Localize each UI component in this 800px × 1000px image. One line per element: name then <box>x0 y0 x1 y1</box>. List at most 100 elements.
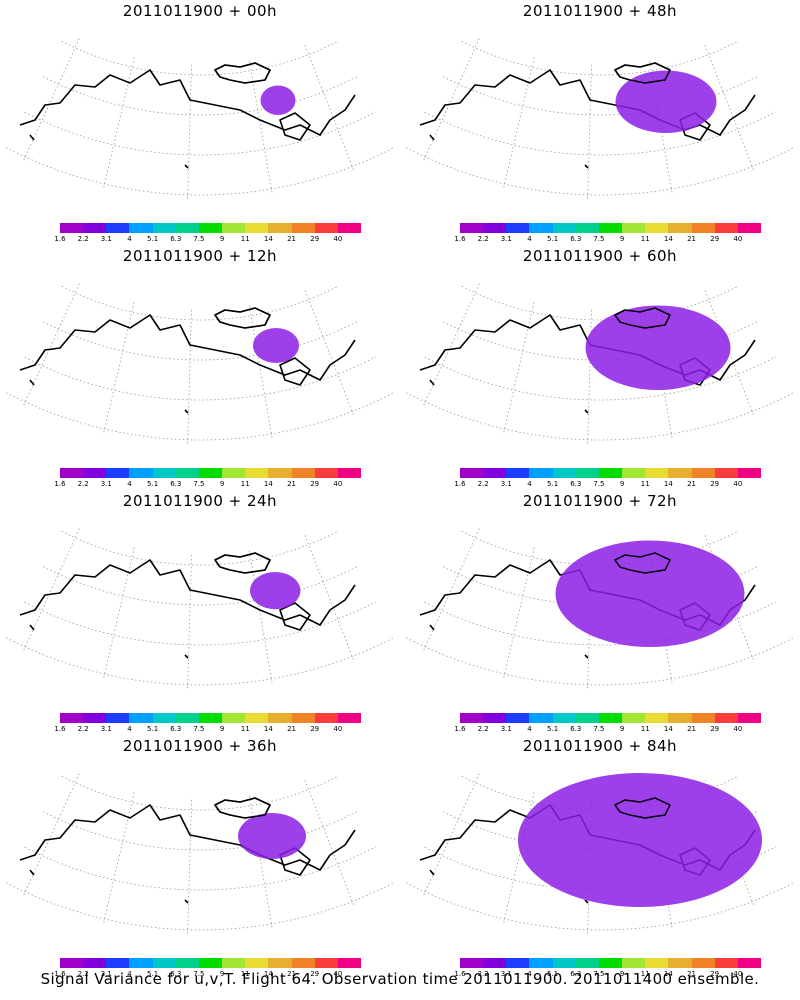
colorbar-swatch <box>60 223 84 233</box>
colorbar-swatch <box>668 958 692 968</box>
colorbar-label: 6.3 <box>570 480 582 488</box>
colorbar-swatch <box>460 713 484 723</box>
colorbar-swatch <box>598 468 623 478</box>
colorbar-label: 2.2 <box>77 480 89 488</box>
colorbar-swatch <box>529 713 553 723</box>
colorbar-label: 2.2 <box>477 480 489 488</box>
coastline-overlay <box>613 307 671 329</box>
colorbar-swatch <box>622 713 646 723</box>
colorbar-swatch <box>337 958 362 968</box>
colorbar-label: 9 <box>619 970 625 978</box>
figure-caption: Signal Variance for u,v,T. Flight 64. Ob… <box>40 970 760 988</box>
colorbar-swatch <box>314 713 338 723</box>
colorbar-label: 5.1 <box>547 480 559 488</box>
panel-title: 2011011900 + 36h <box>122 737 278 755</box>
colorbar-swatch <box>668 223 692 233</box>
colorbar-label: 11 <box>240 235 250 243</box>
forecast-panel: 2011011900 + 84h 1.6 2.2 3.1 4 5.1 6.3 7.5 9 11 14… <box>400 735 800 980</box>
colorbar <box>60 223 362 233</box>
colorbar-label: 40 <box>333 970 343 978</box>
colorbar-label: 9 <box>619 480 625 488</box>
forecast-panel: 2011011900 + 24h 1.6 2.2 3.1 4 5.1 6.3 7.5 9 11 14… <box>0 490 400 735</box>
colorbar-swatch <box>245 468 269 478</box>
panel-title: 2011011900 + 00h <box>122 2 278 20</box>
colorbar-swatch <box>314 223 338 233</box>
colorbar-label: 1.6 <box>54 970 66 978</box>
colorbar-label: 29 <box>710 235 720 243</box>
map-plot <box>406 38 795 200</box>
colorbar-swatch <box>60 958 84 968</box>
panel-title: 2011011900 + 48h <box>522 2 678 20</box>
colorbar-label: 14 <box>263 480 273 488</box>
colorbar-label: 21 <box>287 970 296 978</box>
colorbar <box>60 713 362 723</box>
colorbar-swatch <box>691 713 715 723</box>
colorbar-swatch <box>337 468 362 478</box>
graticule <box>6 528 395 690</box>
colorbar-swatch <box>460 223 484 233</box>
colorbar-label: 29 <box>710 970 720 978</box>
colorbar-swatch <box>622 958 646 968</box>
colorbar-label: 5.1 <box>147 725 159 733</box>
colorbar-label: 14 <box>663 480 673 488</box>
colorbar-swatch <box>552 223 576 233</box>
colorbar-label: 21 <box>687 480 696 488</box>
colorbar-swatch <box>198 713 223 723</box>
colorbar-label: 40 <box>333 480 343 488</box>
colorbar-label: 7.5 <box>593 725 605 733</box>
forecast-panel: 2011011900 + 48h 1.6 2.2 3.1 4 5.1 6.3 7.5 9 11 14… <box>400 0 800 245</box>
colorbar-swatch <box>552 958 576 968</box>
colorbar-label: 29 <box>710 480 720 488</box>
colorbar-swatch <box>691 468 715 478</box>
colorbar-label: 3.1 <box>100 725 112 733</box>
colorbar-label: 11 <box>240 970 250 978</box>
colorbar-labels: 1.6 2.2 3.1 4 5.1 6.3 7.5 9 11 14 21 29 40 <box>54 480 361 490</box>
colorbar-swatch <box>222 713 246 723</box>
colorbar-label: 40 <box>333 235 343 243</box>
coastline-overlay <box>213 552 271 574</box>
colorbar-swatch <box>83 468 107 478</box>
colorbar-label: 2.2 <box>477 235 489 243</box>
colorbar-swatch <box>506 468 530 478</box>
colorbar-swatch <box>737 958 762 968</box>
panel-title: 2011011900 + 72h <box>522 492 678 510</box>
colorbar-swatch <box>268 958 292 968</box>
colorbar-swatch <box>198 958 223 968</box>
colorbar-label: 4 <box>527 970 532 978</box>
colorbar-label: 21 <box>287 235 296 243</box>
colorbar-label: 21 <box>287 480 296 488</box>
colorbar-label: 1.6 <box>54 725 66 733</box>
colorbar-label: 9 <box>619 725 625 733</box>
colorbar-label: 29 <box>310 725 320 733</box>
colorbar-swatch <box>129 958 153 968</box>
colorbar-label: 4 <box>527 480 532 488</box>
colorbar-swatch <box>60 713 84 723</box>
colorbar-swatch <box>691 958 715 968</box>
colorbar-labels: 1.6 2.2 3.1 4 5.1 6.3 7.5 9 11 14 21 29 40 <box>454 725 761 735</box>
colorbar-label: 14 <box>663 970 673 978</box>
colorbar-swatch <box>575 223 599 233</box>
colorbar <box>60 958 362 968</box>
colorbar-label: 40 <box>733 480 743 488</box>
colorbar-label: 1.6 <box>454 235 466 243</box>
colorbar-labels: 1.6 2.2 3.1 4 5.1 6.3 7.5 9 11 14 21 29 40 <box>454 970 761 980</box>
colorbar-label: 7.5 <box>193 480 205 488</box>
colorbar-label: 9 <box>219 725 225 733</box>
colorbar-swatch <box>622 223 646 233</box>
colorbar-label: 11 <box>640 235 650 243</box>
colorbar-swatch <box>645 713 669 723</box>
colorbar-label: 2.2 <box>477 725 489 733</box>
colorbar-swatch <box>460 958 484 968</box>
colorbar-swatch <box>737 713 762 723</box>
map-plot <box>6 283 395 445</box>
colorbar-label: 11 <box>640 970 650 978</box>
colorbar-swatch <box>152 468 176 478</box>
colorbar <box>460 958 762 968</box>
colorbar-swatch <box>175 713 199 723</box>
colorbar-swatch <box>314 958 338 968</box>
coastline-overlay <box>213 307 271 329</box>
colorbar-swatch <box>529 223 553 233</box>
colorbar-swatch <box>737 223 762 233</box>
colorbar-swatch <box>106 223 130 233</box>
graticule <box>406 528 795 690</box>
